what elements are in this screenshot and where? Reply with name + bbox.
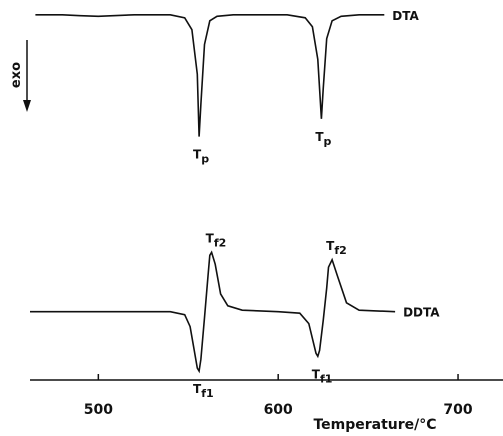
annotation: Tf2	[206, 231, 227, 249]
y-label: exo	[9, 62, 24, 88]
curve	[30, 250, 396, 374]
annotation-text: T	[326, 239, 335, 253]
x-label: Temperature/°C	[313, 417, 436, 433]
series-label: DDTA	[403, 306, 440, 320]
curve	[35, 14, 385, 137]
annotation-text: T	[193, 148, 202, 162]
annotation-text: T	[315, 130, 324, 144]
x-tick-label: 500	[84, 402, 113, 418]
x-tick-label: 700	[443, 402, 472, 418]
annotation-subscript: f2	[334, 244, 346, 257]
annotation: Tf1	[312, 367, 333, 385]
annotation-subscript: f2	[214, 236, 226, 249]
annotation: Tp	[315, 130, 331, 148]
annotation-text: T	[193, 382, 202, 396]
series-label: DTA	[392, 9, 419, 23]
annotation-subscript: p	[324, 135, 332, 148]
annotation-subscript: f1	[320, 372, 332, 385]
annotation-text: T	[312, 367, 321, 381]
annotation: Tf2	[326, 239, 347, 257]
annotation: Tf1	[193, 382, 214, 400]
x-tick-label: 600	[264, 402, 293, 418]
annotation-text: T	[206, 231, 215, 245]
annotation-subscript: f1	[201, 387, 213, 400]
annotation: Tp	[193, 148, 209, 166]
exo-arrowhead	[23, 100, 31, 112]
annotation-subscript: p	[201, 153, 209, 166]
